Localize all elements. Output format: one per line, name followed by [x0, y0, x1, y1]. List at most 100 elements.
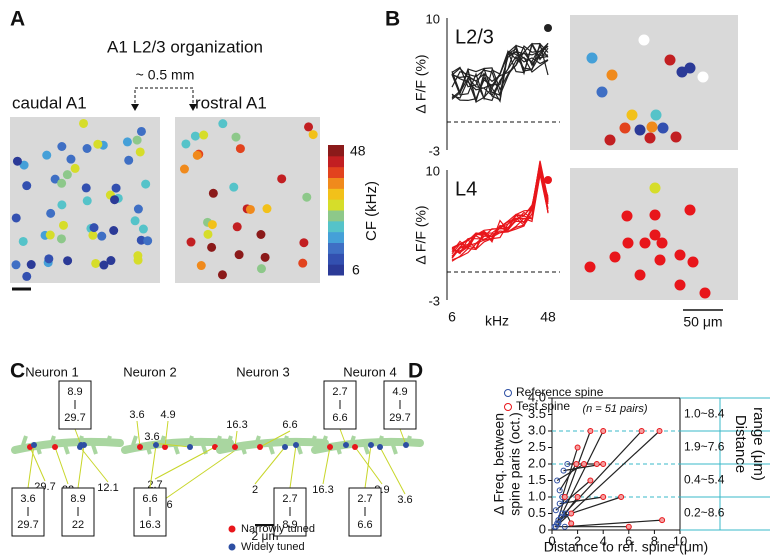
neuron	[298, 258, 308, 268]
spine	[63, 444, 70, 455]
reference-spine	[560, 467, 567, 474]
x-label: kHz	[485, 313, 509, 329]
neuron	[302, 192, 312, 202]
neuron	[649, 229, 661, 241]
spine	[335, 444, 342, 455]
colorbar-band	[328, 253, 344, 265]
colorbar-band	[328, 145, 344, 157]
neuron	[649, 182, 661, 194]
test-spine	[587, 477, 594, 484]
y-tick-label: 3.5	[528, 406, 546, 421]
leader	[379, 446, 406, 495]
neuron	[130, 216, 140, 226]
reference-spine	[551, 523, 558, 530]
range-label: 1.0~8.4	[684, 407, 725, 421]
spine	[105, 435, 112, 446]
spine	[254, 435, 261, 446]
test-spine	[659, 517, 666, 524]
neuron	[22, 181, 32, 191]
colorbar-band	[328, 264, 344, 276]
neuron	[639, 237, 651, 249]
box-bottom: 29.7	[17, 519, 38, 531]
neuron	[649, 209, 661, 221]
neuron	[196, 261, 206, 271]
neuron	[181, 139, 191, 149]
neuron	[232, 222, 242, 232]
spine-dot	[137, 444, 143, 450]
spine	[240, 444, 247, 455]
neuron	[622, 237, 634, 249]
colorbar-band	[328, 177, 344, 189]
spine-label: 12.1	[97, 482, 118, 494]
legend-label: Narrowly tuned	[241, 523, 315, 535]
neuron	[245, 204, 255, 214]
neuron	[674, 279, 686, 291]
spine	[91, 444, 98, 455]
spine-dot	[187, 444, 193, 450]
neuron	[138, 224, 148, 234]
y-tick-label: 2.0	[528, 455, 546, 470]
neuron	[111, 183, 121, 193]
y-tick-label: 0.5	[528, 505, 546, 520]
x-label: Distance to ref. spine (μm)	[544, 539, 708, 555]
reference-spine	[552, 507, 559, 514]
neuron	[697, 71, 709, 83]
box-top: 6.6	[142, 493, 157, 505]
neuron	[136, 126, 146, 136]
box-bottom: 22	[72, 519, 84, 531]
neuron	[141, 179, 151, 189]
test-spine	[587, 428, 594, 434]
range-label: 0.2~8.6	[684, 506, 725, 520]
spine-dot	[293, 442, 299, 448]
pair-line	[561, 447, 579, 498]
spine	[363, 444, 370, 455]
trace	[451, 42, 549, 102]
annotation: (n = 51 pairs)	[582, 403, 647, 415]
neuron	[91, 258, 101, 268]
neuron	[46, 208, 56, 218]
panel-label: D	[408, 360, 423, 383]
leader	[77, 444, 85, 489]
neuron	[308, 130, 318, 140]
y-label: Δ F/F (%)	[413, 54, 429, 113]
box-top: 2.7	[332, 386, 347, 398]
arrows	[131, 104, 197, 111]
neuron	[235, 144, 245, 154]
panel-label: B	[385, 8, 400, 31]
colorbar-label: CF (kHz)	[363, 181, 380, 241]
test-spine	[568, 510, 575, 517]
spine	[145, 444, 152, 455]
spine	[215, 435, 222, 446]
scale-label: 50 μm	[683, 314, 722, 330]
neuron	[18, 236, 28, 246]
neuron	[135, 147, 145, 157]
trace	[451, 50, 549, 101]
neuron	[190, 131, 200, 141]
spine-dot	[377, 444, 383, 450]
spine-dot	[403, 442, 409, 448]
spine-label: 6.6	[282, 419, 297, 431]
left-label: caudal A1	[12, 93, 87, 112]
trace	[451, 174, 549, 254]
neuron	[11, 260, 21, 270]
reference-spine	[564, 461, 571, 467]
test-spine	[618, 494, 625, 500]
leader	[164, 446, 241, 500]
test-spine	[600, 461, 607, 467]
neuron	[19, 160, 29, 170]
spine-dot	[162, 444, 168, 450]
neuron	[584, 261, 596, 273]
neuron	[654, 254, 666, 266]
range-label: 1.9~7.6	[684, 440, 725, 454]
neuron	[644, 132, 656, 144]
spine	[173, 444, 180, 455]
neuron	[26, 260, 36, 270]
neuron	[70, 163, 80, 173]
spine-dot	[343, 442, 349, 448]
x-min: 6	[448, 309, 456, 325]
spine	[268, 444, 275, 455]
neuron-title: Neuron 3	[236, 364, 289, 379]
neuron	[203, 229, 213, 239]
spine-dot	[282, 444, 288, 450]
neuron	[179, 164, 189, 174]
